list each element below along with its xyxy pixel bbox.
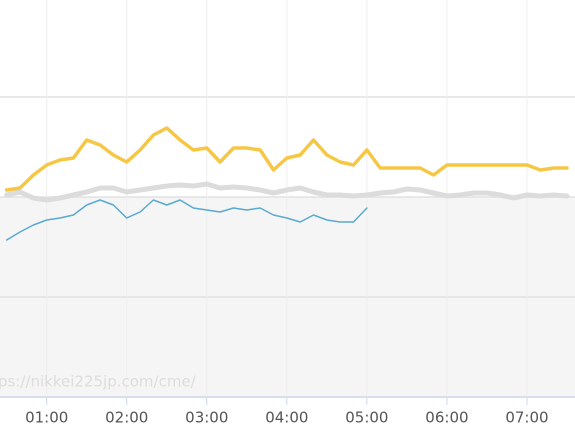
line [4,181,570,203]
line [4,126,569,192]
x-tick-label: 03:00 [185,409,228,427]
line [5,199,368,241]
x-tick-label: 04:00 [265,409,308,427]
x-tick-label: 07:00 [505,409,548,427]
x-tick-label: 01:00 [25,409,68,427]
watermark: ps://nikkei225jp.com/cme/ [0,373,197,391]
x-tick-label: 05:00 [345,409,388,427]
x-tick-label: 02:00 [105,409,148,427]
x-tick-label: 06:00 [425,409,468,427]
